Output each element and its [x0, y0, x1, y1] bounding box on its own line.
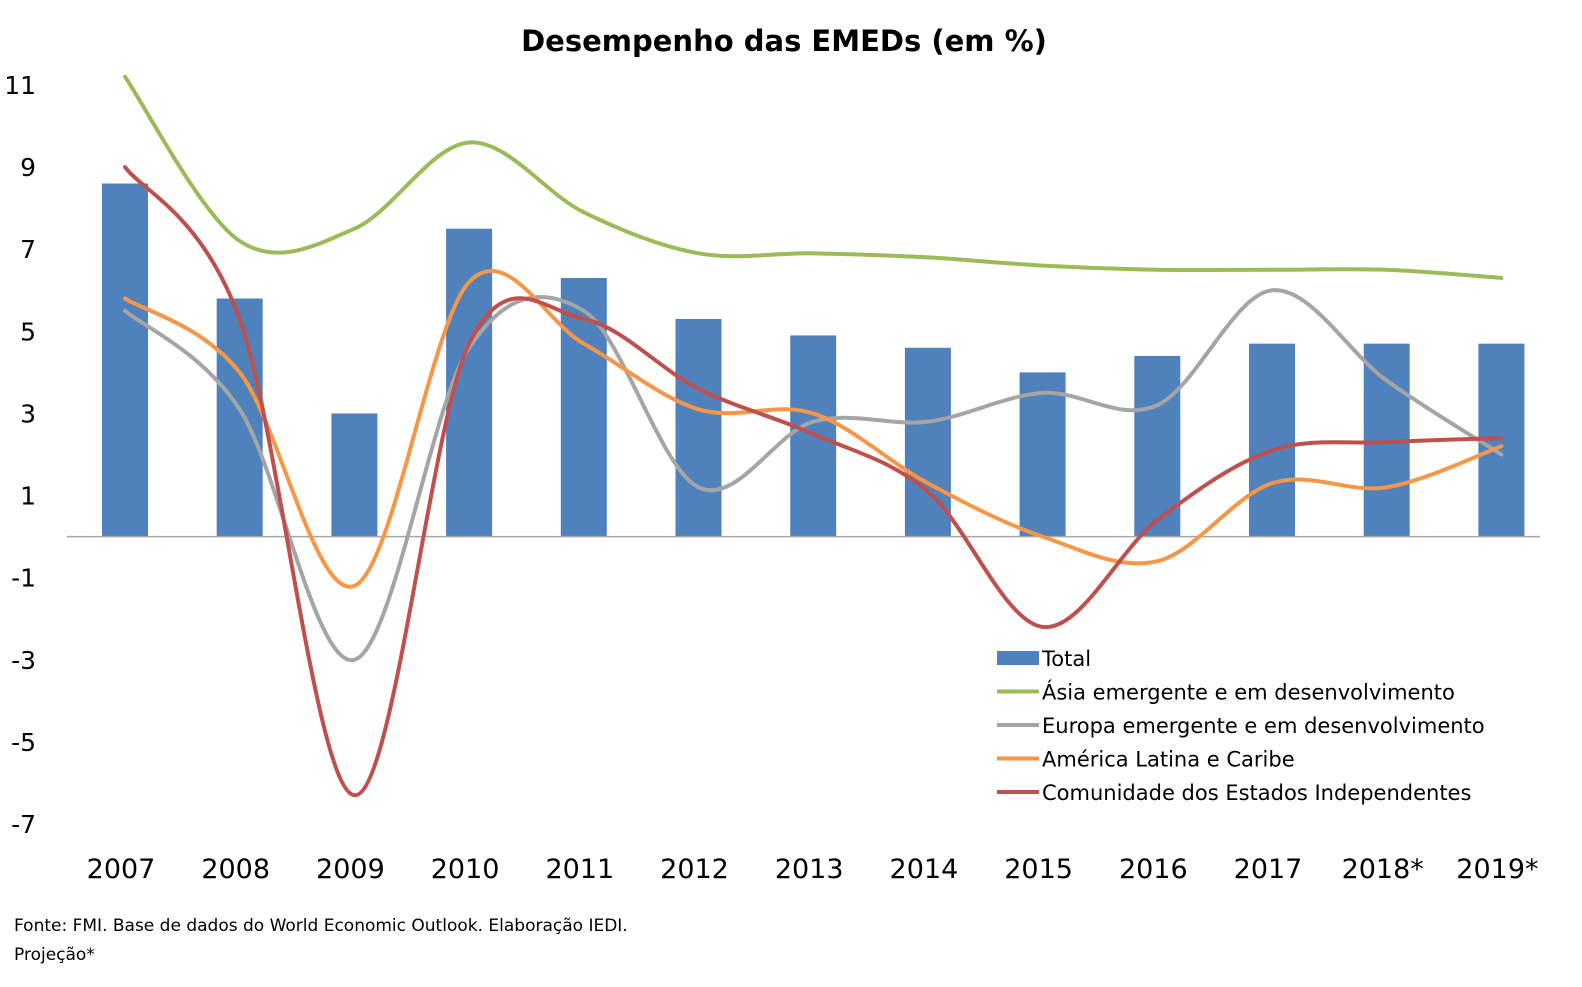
legend-label: Comunidade dos Estados Independentes [1042, 781, 1471, 805]
y-axis: -7 -5 -3 -1 1 3 5 7 9 11 [4, 71, 36, 839]
line-series [123, 74, 1504, 798]
x-tick-label: 2009 [316, 854, 385, 885]
x-tick-label: 2018* [1342, 854, 1424, 885]
projection-note: Projeção* [14, 945, 95, 965]
bar-total-2012 [675, 319, 722, 537]
y-tick-label: 1 [20, 482, 36, 511]
x-tick-label: 2008 [201, 854, 270, 885]
y-tick-label: 9 [20, 153, 36, 182]
y-tick-label: 11 [4, 71, 36, 100]
x-tick-label: 2007 [87, 854, 156, 885]
x-tick-label: 2012 [660, 854, 729, 885]
bar-total-2015 [1019, 372, 1066, 537]
legend-swatch-bar [997, 651, 1039, 665]
chart-title: Desempenho das EMEDs (em %) [521, 24, 1047, 58]
y-tick-label: -7 [11, 810, 36, 839]
bar-total-2017 [1249, 343, 1295, 537]
bar-total-2009 [331, 413, 378, 537]
x-tick-label: 2010 [431, 854, 500, 885]
x-tick-label: 2013 [775, 854, 844, 885]
y-tick-label: 3 [20, 399, 36, 428]
line-series-3 [123, 269, 1504, 589]
y-tick-label: 7 [20, 235, 36, 264]
line-series-1 [123, 74, 1504, 280]
bar-total-2007 [102, 183, 148, 537]
legend-label: Total [1041, 647, 1091, 671]
legend-label: Europa emergente e em desenvolvimento [1042, 714, 1485, 738]
x-tick-label: 2014 [890, 854, 959, 885]
y-tick-label: -3 [11, 646, 36, 675]
x-tick-label: 2015 [1004, 854, 1073, 885]
line-series-2 [123, 288, 1504, 662]
legend-label: Ásia emergente e em desenvolvimento [1042, 680, 1455, 705]
x-tick-label: 2019* [1456, 854, 1538, 885]
x-tick-label: 2011 [545, 854, 614, 885]
bar-total-2008 [216, 298, 263, 537]
x-axis: 2007 2008 2009 2010 2011 2012 2013 2014 2015 2016… [87, 854, 1539, 885]
legend-label: América Latina e Caribe [1042, 748, 1295, 772]
line-series-4 [123, 165, 1504, 798]
x-tick-label: 2017 [1234, 854, 1303, 885]
bar-series-total [102, 183, 1525, 537]
y-tick-label: -5 [11, 728, 36, 757]
legend: Total Ásia emergente e em desenvolvimento… [997, 647, 1485, 805]
y-tick-label: -1 [11, 564, 36, 593]
bar-total-2011 [560, 277, 607, 537]
x-tick-label: 2016 [1119, 854, 1188, 885]
source-note: Fonte: FMI. Base de dados do World Econo… [14, 916, 628, 936]
y-tick-label: 5 [20, 317, 36, 346]
